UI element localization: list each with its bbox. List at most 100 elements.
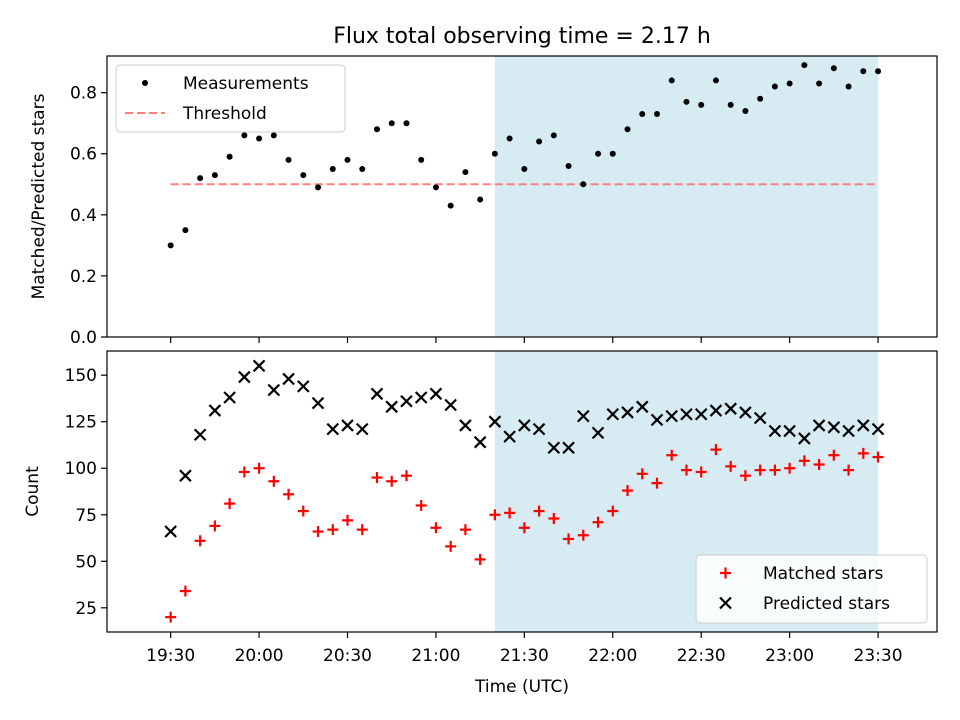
cross-stroke: [783, 424, 796, 438]
legend-predicted-label: Predicted stars: [763, 594, 890, 614]
x-tick-label: 22:30: [677, 646, 726, 666]
predicted-star-point: [193, 428, 207, 442]
predicted-star-point: [326, 422, 340, 436]
matched-star-point: [857, 447, 869, 459]
measurement-point: [712, 77, 719, 84]
predicted-star-point: [179, 469, 192, 482]
predicted-star-point: [267, 383, 281, 397]
cross-stroke: [208, 404, 222, 417]
legend-matched-label: Matched stars: [763, 564, 883, 584]
cross-stroke: [719, 596, 732, 610]
measurement-point: [550, 132, 557, 139]
measurement-point: [816, 80, 823, 87]
measurement-point: [771, 83, 778, 90]
y-tick-label: 125: [65, 413, 97, 433]
matched-star-point: [695, 466, 707, 478]
measurement-point: [344, 156, 351, 163]
ratio-y-axis-label: Matched/Predicted stars: [29, 93, 49, 299]
cross-stroke: [282, 372, 295, 386]
measurement-point: [786, 80, 793, 87]
predicted-star-point: [842, 424, 855, 438]
y-tick-label: 50: [75, 552, 97, 572]
measurement-point: [226, 153, 233, 160]
predicted-star-point: [385, 400, 399, 414]
matched-star-point: [253, 462, 265, 474]
ratio-axes-frame: [106, 55, 938, 338]
cross-stroke: [267, 383, 281, 397]
predicted-star-point: [562, 441, 575, 455]
matched-star-point: [622, 485, 634, 497]
cross-stroke: [414, 391, 428, 404]
cross-stroke: [591, 426, 605, 440]
predicted-star-point: [739, 406, 752, 419]
cross-stroke: [694, 407, 708, 421]
cross-stroke: [827, 421, 841, 434]
y-tick-label: 0.4: [70, 206, 97, 226]
predicted-star-point: [857, 419, 870, 432]
matched-star-point: [445, 540, 457, 552]
cross-stroke: [444, 398, 457, 412]
cross-stroke: [518, 419, 531, 432]
matched-star-point: [533, 505, 545, 517]
measurement-point: [742, 107, 749, 114]
x-tick-label: 19:30: [146, 646, 195, 666]
matched-star-point: [224, 498, 236, 510]
cross-stroke: [562, 441, 575, 455]
matched-star-point: [312, 526, 324, 538]
cross-stroke: [724, 402, 737, 415]
cross-stroke: [473, 435, 487, 449]
cross-stroke: [739, 406, 752, 419]
measurement-point: [197, 175, 204, 182]
x-tick-label: 20:30: [323, 646, 372, 666]
cross-stroke: [650, 413, 664, 427]
count-legend: Matched stars Predicted stars: [695, 554, 928, 624]
predicted-star-point: [252, 359, 266, 373]
measurement-point: [580, 181, 587, 188]
y-tick-label: 100: [65, 459, 97, 479]
predicted-star-point: [532, 422, 546, 436]
matched-star-point: [784, 462, 796, 474]
ratio-axis-ticks: 0.0 0.2 0.4 0.6 0.8: [70, 84, 879, 348]
measurement-point: [801, 62, 808, 69]
predicted-star-point: [238, 370, 251, 384]
cross-stroke: [842, 424, 855, 438]
matched-star-point: [459, 524, 471, 536]
predicted-star-point: [282, 372, 295, 386]
chart-title: Flux total observing time = 2.17 h: [333, 24, 711, 49]
measurement-point: [727, 101, 734, 108]
measurement-point: [757, 95, 764, 102]
cross-stroke: [709, 404, 723, 417]
measurement-point: [477, 196, 484, 203]
predicted-star-point: [400, 394, 413, 408]
matched-star-point: [342, 514, 354, 526]
matched-star-point: [371, 472, 383, 484]
measurement-point: [256, 135, 263, 142]
cross-stroke: [606, 407, 620, 421]
measurement-point: [418, 156, 425, 163]
y-tick-label: 25: [75, 599, 97, 619]
legend-predicted-marker: [719, 596, 732, 610]
predicted-star-point: [503, 430, 516, 443]
measurement-point: [595, 150, 602, 157]
predicted-star-point: [444, 398, 457, 412]
predicted-star-point: [341, 419, 354, 432]
matched-star-point: [548, 512, 560, 524]
predicted-star-point: [547, 441, 561, 455]
matched-star-point: [194, 535, 206, 547]
matched-star-point: [327, 524, 339, 536]
matched-star-point: [430, 522, 442, 534]
matched-star-point: [813, 459, 825, 471]
predicted-star-point: [591, 426, 605, 440]
measurement-point: [521, 166, 528, 173]
matched-star-point: [356, 524, 368, 536]
cross-stroke: [223, 391, 236, 404]
cross-stroke: [164, 525, 177, 538]
predicted-star-point: [768, 424, 782, 438]
predicted-star-point: [724, 402, 737, 415]
matched-star-point: [504, 507, 516, 519]
x-tick-label: 23:30: [854, 646, 903, 666]
measurement-point: [536, 138, 543, 145]
predicted-star-point: [650, 413, 664, 427]
predicted-star-point: [518, 419, 531, 432]
cross-stroke: [680, 407, 693, 421]
